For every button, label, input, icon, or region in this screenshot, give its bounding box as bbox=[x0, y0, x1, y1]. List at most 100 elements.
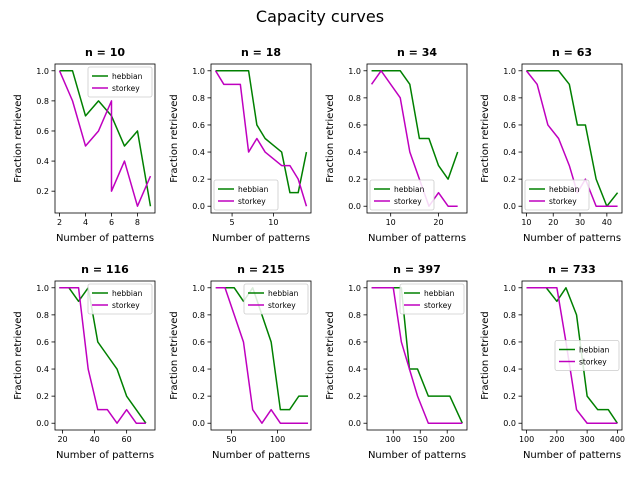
y-axis-label: Fraction retrieved bbox=[325, 311, 336, 400]
storkey-series-line bbox=[526, 287, 618, 424]
y-tick-label: 0.2 bbox=[36, 392, 49, 401]
y-tick-label: 0.8 bbox=[503, 311, 516, 320]
y-tick-label: 1.0 bbox=[36, 284, 49, 293]
y-axis-label: Fraction retrieved bbox=[13, 94, 24, 183]
y-tick-label: 0.0 bbox=[348, 202, 361, 211]
x-axis-label: Number of patterns bbox=[368, 450, 466, 461]
storkey-series-line bbox=[371, 287, 463, 424]
x-axis-label: Number of patterns bbox=[212, 233, 310, 244]
storkey-series-line bbox=[370, 70, 458, 207]
y-tick-label: 0.6 bbox=[503, 338, 516, 347]
axes-frame bbox=[521, 63, 623, 214]
storkey-series-line bbox=[58, 70, 152, 207]
y-tick-label: 0.8 bbox=[192, 94, 205, 103]
legend-box bbox=[213, 179, 279, 211]
y-axis-label: Fraction retrieved bbox=[325, 94, 336, 183]
y-tick-label: 0.6 bbox=[192, 121, 205, 130]
hebbian-series-line bbox=[215, 287, 309, 411]
y-tick-label: 1.0 bbox=[192, 284, 205, 293]
y-tick-label: 0.2 bbox=[503, 392, 516, 401]
legend-box bbox=[87, 283, 153, 315]
x-tick-label: 40 bbox=[602, 218, 612, 227]
subplot-8: n = 733 100 200 300 400 0.0 0.2 0.4 0.6 0.8 1.0 Num… bbox=[480, 263, 625, 461]
subplot-6: n = 215 50 100 0.0 0.2 0.4 0.6 0.8 1.0 Number of … bbox=[169, 263, 312, 461]
legend-box bbox=[399, 283, 465, 315]
x-axis-label: Number of patterns bbox=[212, 450, 310, 461]
y-tick-label: 0.6 bbox=[348, 121, 361, 130]
subplot-title: n = 34 bbox=[397, 46, 437, 59]
axes-frame bbox=[366, 63, 468, 214]
x-tick-label: 20 bbox=[57, 435, 67, 444]
x-tick-label: 40 bbox=[89, 435, 99, 444]
axes-frame bbox=[54, 280, 156, 431]
legend-entry-hebbian: hebbian bbox=[238, 185, 269, 194]
subplot-1: n = 10 2 4 6 8 0.2 0.4 0.6 0.8 1.0 Number of patte… bbox=[13, 46, 156, 244]
legend-box bbox=[369, 179, 435, 211]
subplot-title: n = 10 bbox=[85, 46, 125, 59]
x-axis-label: Number of patterns bbox=[523, 233, 621, 244]
y-tick-label: 0.0 bbox=[192, 419, 205, 428]
legend-entry-hebbian: hebbian bbox=[424, 289, 455, 298]
y-tick-label: 0.6 bbox=[348, 338, 361, 347]
legend: hebbian storkey bbox=[87, 66, 153, 98]
x-axis-label: Number of patterns bbox=[56, 450, 154, 461]
y-axis-label: Fraction retrieved bbox=[480, 311, 491, 400]
y-tick-label: 0.0 bbox=[503, 202, 516, 211]
y-tick-label: 0.0 bbox=[348, 419, 361, 428]
subplot-title: n = 63 bbox=[552, 46, 592, 59]
axes-frame bbox=[54, 63, 156, 214]
y-tick-label: 0.4 bbox=[192, 365, 205, 374]
legend-entry-storkey: storkey bbox=[268, 301, 296, 310]
x-tick-label: 5 bbox=[230, 218, 235, 227]
x-tick-label: 60 bbox=[122, 435, 132, 444]
legend: hebbian storkey bbox=[87, 283, 153, 315]
hebbian-series-line bbox=[59, 287, 147, 424]
y-tick-label: 0.4 bbox=[348, 365, 361, 374]
storkey-series-line bbox=[214, 70, 308, 207]
y-tick-label: 0.0 bbox=[503, 419, 516, 428]
x-tick-label: 10 bbox=[386, 218, 396, 227]
legend: hebbian storkey bbox=[524, 179, 590, 211]
y-axis-label: Fraction retrieved bbox=[480, 94, 491, 183]
legend-entry-storkey: storkey bbox=[238, 197, 266, 206]
x-tick-label: 100 bbox=[386, 435, 401, 444]
legend: hebbian storkey bbox=[213, 179, 279, 211]
y-tick-label: 0.0 bbox=[192, 202, 205, 211]
legend-box bbox=[554, 340, 620, 371]
x-tick-label: 150 bbox=[413, 435, 428, 444]
y-tick-label: 1.0 bbox=[192, 67, 205, 76]
legend-entry-storkey: storkey bbox=[579, 358, 607, 367]
x-tick-label: 4 bbox=[83, 218, 88, 227]
x-tick-label: 20 bbox=[433, 218, 443, 227]
x-tick-label: 2 bbox=[57, 218, 62, 227]
x-tick-label: 200 bbox=[440, 435, 455, 444]
y-tick-label: 0.0 bbox=[36, 419, 49, 428]
y-tick-label: 1.0 bbox=[503, 67, 516, 76]
y-axis-label: Fraction retrieved bbox=[169, 311, 180, 400]
y-tick-label: 0.8 bbox=[348, 311, 361, 320]
y-tick-label: 0.6 bbox=[36, 338, 49, 347]
legend-box bbox=[243, 283, 309, 315]
subplot-title: n = 116 bbox=[81, 263, 129, 276]
x-tick-label: 30 bbox=[575, 218, 585, 227]
legend: hebbian storkey bbox=[369, 179, 435, 211]
legend-entry-storkey: storkey bbox=[112, 84, 140, 93]
y-tick-label: 0.4 bbox=[348, 148, 361, 157]
subplot-3: n = 34 10 20 0.0 0.2 0.4 0.6 0.8 1.0 Number of pa… bbox=[325, 46, 468, 244]
y-tick-label: 0.2 bbox=[348, 175, 361, 184]
x-tick-label: 6 bbox=[109, 218, 114, 227]
x-axis-label: Number of patterns bbox=[56, 233, 154, 244]
y-tick-label: 0.2 bbox=[192, 175, 205, 184]
subplot-5: n = 116 20 40 60 0.0 0.2 0.4 0.6 0.8 1.0 Number of… bbox=[13, 263, 156, 461]
x-tick-label: 200 bbox=[549, 435, 564, 444]
legend: hebbian storkey bbox=[399, 283, 465, 315]
y-tick-label: 0.8 bbox=[348, 94, 361, 103]
y-tick-label: 0.8 bbox=[36, 97, 49, 106]
legend: hebbian storkey bbox=[554, 340, 620, 371]
axes-frame bbox=[210, 280, 312, 431]
hebbian-series-line bbox=[526, 70, 619, 207]
x-tick-label: 400 bbox=[610, 435, 625, 444]
legend-entry-storkey: storkey bbox=[112, 301, 140, 310]
y-tick-label: 0.4 bbox=[36, 365, 49, 374]
